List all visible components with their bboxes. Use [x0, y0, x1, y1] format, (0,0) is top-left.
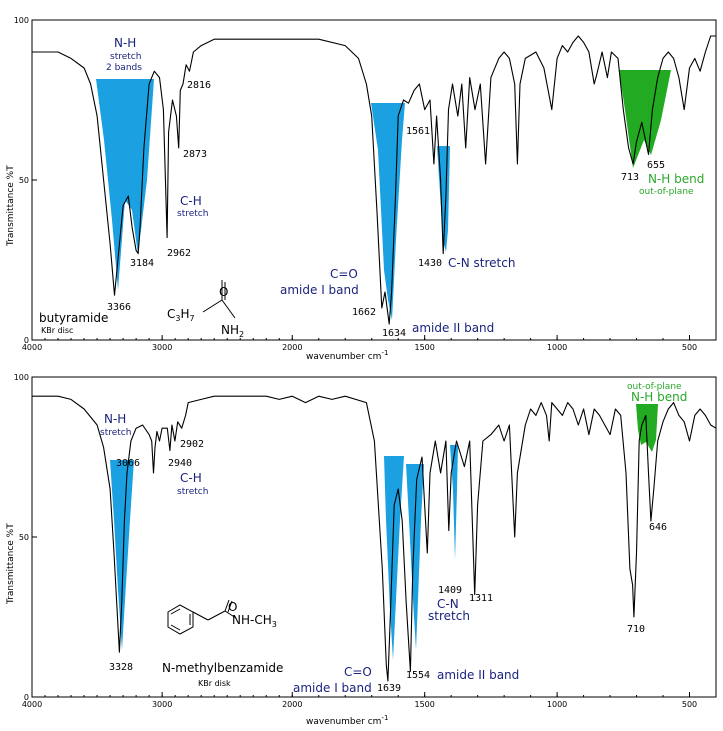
band-nh-line2-top: stretch — [110, 52, 141, 62]
peak-label-710: 710 — [627, 624, 645, 635]
spectrum-line-top — [32, 35, 716, 325]
peak-label-1639: 1639 — [377, 683, 401, 694]
peak-label-2962: 2962 — [167, 248, 191, 259]
nh-bend-fill — [619, 70, 671, 168]
band-nhbend-title-bottom: N-H bend — [631, 390, 687, 404]
svg-text:NH-CH3: NH-CH3 — [232, 613, 277, 629]
x-tick-label: 2000 — [282, 700, 302, 709]
peak-label-646: 646 — [649, 522, 667, 533]
band-nh-line2-bottom: stretch — [100, 428, 131, 438]
y-axis-title-bottom: Transmittance %T — [6, 523, 16, 605]
band-ch-title-bottom: C-H — [180, 471, 202, 485]
band-amide2-top: amide II band — [412, 321, 494, 335]
svg-text:C3H7: C3H7 — [167, 307, 195, 323]
x-axis-title-bottom: wavenumber cm-1 — [306, 714, 388, 727]
band-co-title-top: C=O — [330, 267, 358, 281]
y-tick-label: 100 — [14, 16, 29, 25]
peak-label-1662: 1662 — [352, 307, 376, 318]
band-ch-title-top: C-H — [180, 194, 202, 208]
band-nh-title-bottom: N-H — [104, 412, 126, 426]
band-nh-line3-top: 2 bands — [106, 63, 142, 73]
carbonyl-fill — [384, 456, 404, 660]
x-tick-label: 500 — [682, 700, 697, 709]
x-tick-label: 4000 — [22, 343, 42, 352]
band-co-line2-bottom: amide I band — [293, 681, 372, 695]
peak-label-1561: 1561 — [406, 126, 430, 137]
y-tick-label: 50 — [19, 176, 29, 185]
peak-label-3066: 3066 — [116, 458, 140, 469]
peak-label-1430: 1430 — [418, 258, 442, 269]
peak-label-3366: 3366 — [107, 302, 131, 313]
peak-label-1554: 1554 — [406, 670, 430, 681]
y-tick-label: 100 — [14, 373, 29, 382]
y-tick-label: 0 — [24, 336, 29, 345]
band-cn-title-bottom: C-N — [437, 597, 459, 611]
x-tick-label: 2000 — [282, 343, 302, 352]
band-fills-bottom — [110, 404, 658, 660]
x-tick-label: 1000 — [547, 343, 567, 352]
x-tick-label: 3000 — [152, 700, 172, 709]
y-tick-label: 0 — [24, 693, 29, 702]
band-amide2-bottom: amide II band — [437, 668, 519, 682]
peak-label-1634: 1634 — [382, 328, 406, 339]
compound-name-top: butyramide — [39, 311, 108, 325]
peak-label-2816: 2816 — [187, 80, 211, 91]
peak-label-713: 713 — [621, 172, 639, 183]
y-ticks-top: 100 50 0 — [14, 16, 37, 345]
peak-label-3328: 3328 — [109, 662, 133, 673]
spectrum-line-bottom — [32, 395, 717, 682]
x-tick-label: 3000 — [152, 343, 172, 352]
svg-text:O: O — [219, 285, 228, 299]
carbonyl-fill — [371, 103, 405, 320]
nh-bend-fill — [636, 404, 658, 452]
x-tick-label: 1500 — [415, 700, 435, 709]
peak-label-2940: 2940 — [168, 458, 192, 469]
plot-frame-bottom — [31, 376, 717, 698]
y-tick-label: 50 — [19, 533, 29, 542]
band-cn-top: C-N stretch — [448, 256, 515, 270]
compound-name-bottom: N-methylbenzamide — [162, 661, 283, 675]
svg-text:NH2: NH2 — [221, 323, 244, 339]
x-tick-label: 1500 — [415, 343, 435, 352]
peak-label-1409: 1409 — [438, 585, 462, 596]
x-ticks-bottom: 4000 3000 2000 1500 1000 500 — [22, 692, 697, 709]
y-ticks-bottom: 100 50 0 — [14, 373, 37, 702]
sample-prep-top: KBr disc — [41, 326, 73, 335]
x-tick-label: 1000 — [547, 700, 567, 709]
peak-label-655: 655 — [647, 160, 665, 171]
y-axis-title-top: Transmittance %T — [6, 165, 16, 247]
x-tick-label: 4000 — [22, 700, 42, 709]
cn-stretch-fill — [450, 445, 458, 560]
band-co-line2-top: amide I band — [280, 283, 359, 297]
band-nhbend-line2-top: out-of-plane — [639, 187, 694, 197]
band-ch-line2-bottom: stretch — [177, 487, 208, 497]
sample-prep-bottom: KBr disk — [198, 679, 231, 688]
peak-label-2873: 2873 — [183, 149, 207, 160]
x-tick-label: 500 — [682, 343, 697, 352]
band-co-title-bottom: C=O — [344, 665, 372, 679]
peak-label-2902: 2902 — [180, 439, 204, 450]
band-ch-line2-top: stretch — [177, 209, 208, 219]
peak-label-3184: 3184 — [130, 258, 154, 269]
band-nhbend-title-top: N-H bend — [648, 172, 704, 186]
band-nhbend-line2-bottom: out-of-plane — [627, 382, 682, 392]
n-methylbenzamide-structure: O NH-CH3 — [167, 599, 277, 635]
nh-stretch-fill — [110, 460, 134, 650]
band-cn-line2-bottom: stretch — [428, 609, 470, 623]
x-ticks-top: 4000 3000 2000 1500 1000 500 — [22, 335, 697, 352]
band-nh-title-top: N-H — [114, 36, 136, 50]
amide2-fill — [406, 464, 424, 650]
svg-text:O: O — [228, 600, 237, 614]
x-axis-title-top: wavenumber cm-1 — [306, 349, 388, 362]
butyramide-structure: C3H7 O NH2 — [167, 280, 244, 339]
peak-label-1311: 1311 — [469, 593, 493, 604]
